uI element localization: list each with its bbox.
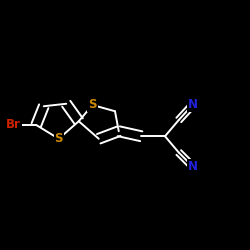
Text: N: N: [188, 160, 198, 173]
Text: Br: Br: [6, 118, 21, 132]
Text: S: S: [54, 132, 63, 145]
Text: S: S: [88, 98, 97, 112]
Text: N: N: [188, 98, 198, 112]
